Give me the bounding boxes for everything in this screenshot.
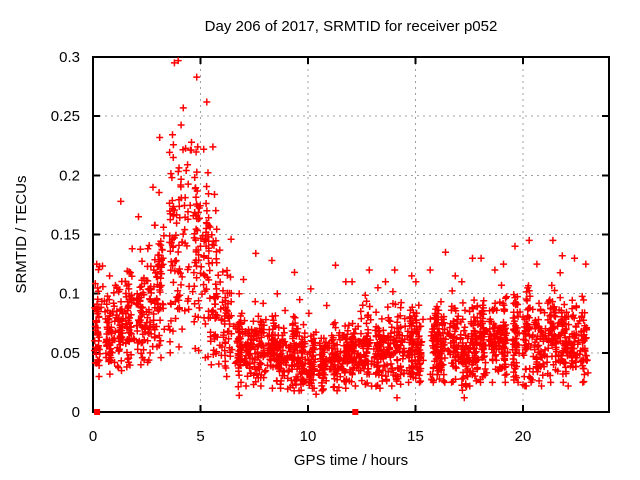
scatter-points [91, 57, 592, 402]
x-tick-label: 5 [196, 428, 204, 445]
points-layer [91, 57, 592, 415]
y-tick-label: 0.15 [51, 227, 80, 244]
zero-marker-square [94, 409, 101, 415]
chart-title: Day 206 of 2017, SRMTID for receiver p05… [205, 18, 498, 35]
y-tick-label: 0 [72, 404, 80, 421]
y-tick-label: 0.25 [51, 108, 80, 125]
y-axis-label: SRMTID / TECUs [13, 175, 30, 293]
y-tick-label: 0.3 [59, 49, 80, 66]
x-tick-label: 0 [89, 428, 97, 445]
y-tick-label: 0.1 [59, 286, 80, 303]
zero-marker-square [352, 409, 359, 415]
x-tick-label: 10 [300, 428, 317, 445]
y-tick-label: 0.05 [51, 345, 80, 362]
x-tick-label: 20 [515, 428, 532, 445]
x-tick-label: 15 [407, 428, 424, 445]
axes-layer: 0 5 10 15 20 0 0.05 0.1 0.15 0.2 0.25 0.3 [51, 49, 610, 445]
y-tick-label: 0.2 [59, 167, 80, 184]
x-axis-label: GPS time / hours [294, 452, 408, 469]
